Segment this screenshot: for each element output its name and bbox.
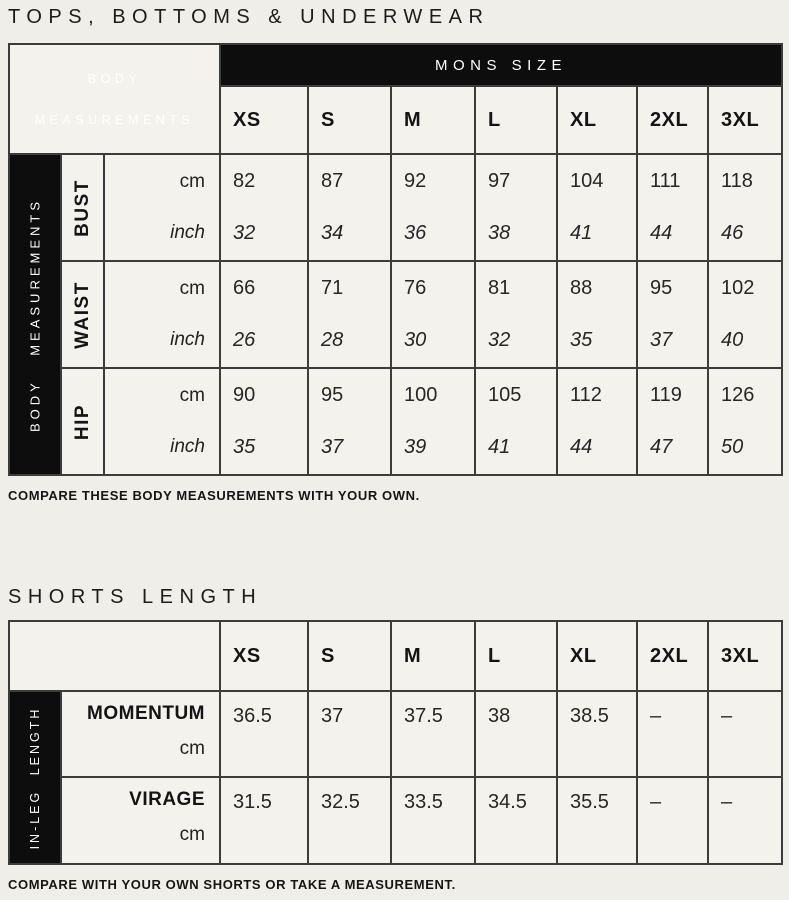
shorts-section-title: SHORTS LENGTH xyxy=(8,586,263,608)
value-cell: 66 26 xyxy=(219,260,309,369)
value-cell: 38.5 xyxy=(556,690,638,778)
value-cell: 100 39 xyxy=(390,367,476,476)
size-col-header-l: L xyxy=(474,85,558,155)
value-cell: 97 38 xyxy=(474,153,558,262)
hip-label-cell: HIP xyxy=(60,367,105,476)
value-cell: – xyxy=(636,690,709,778)
value-cell: 31.5 xyxy=(219,776,309,865)
value-cell: 119 47 xyxy=(636,367,709,476)
virage-row: VIRAGE cm 31.5 32.5 33.5 34.5 35.5 – – xyxy=(9,776,783,865)
size-col-header-s: S xyxy=(307,620,392,692)
virage-label-cell: VIRAGE cm xyxy=(60,776,221,865)
size-col-header-3xl: 3XL xyxy=(706,85,784,155)
value-cell: 33.5 xyxy=(390,776,476,865)
corner-label-line1: BODY xyxy=(87,71,142,86)
value-cell: 102 40 xyxy=(706,260,784,369)
unit-cm: cm xyxy=(179,277,205,299)
value-cell: 38 xyxy=(474,690,558,778)
size-col-header-s: S xyxy=(307,85,392,155)
value-cell: 37.5 xyxy=(390,690,476,778)
units-cell: cm inch xyxy=(103,153,221,262)
momentum-label-cell: MOMENTUM cm xyxy=(60,690,221,778)
waist-label-cell: WAIST xyxy=(60,260,105,369)
body-measurements-side-label: BODY MEASUREMENTS xyxy=(27,197,43,432)
value-cell: 111 44 xyxy=(636,153,709,262)
value-cell: 37 xyxy=(307,690,392,778)
in-leg-length-side-label: IN-LEG LENGTH xyxy=(28,706,42,849)
size-col-header-m: M xyxy=(390,85,476,155)
tops-footnote: COMPARE THESE BODY MEASUREMENTS WITH YOU… xyxy=(8,488,420,503)
value-cell: – xyxy=(636,776,709,865)
in-leg-length-side-bar: IN-LEG LENGTH xyxy=(8,690,62,865)
hip-row: HIP cm inch 90 35 95 37 100 39 105 41 xyxy=(9,367,784,476)
shorts-corner-cell xyxy=(8,620,221,692)
shorts-length-table: XS S M L XL 2XL 3XL IN-LEG LENGTH MOMENT… xyxy=(8,620,783,865)
unit-inch: inch xyxy=(170,222,205,244)
value-cell: 112 44 xyxy=(556,367,638,476)
unit-inch: inch xyxy=(170,329,205,351)
size-col-header-xs: XS xyxy=(219,620,309,692)
corner-header-cell: BODY MEASUREMENTS xyxy=(8,43,221,155)
value-cell: 81 32 xyxy=(474,260,558,369)
mons-size-header: MONS SIZE xyxy=(218,43,784,87)
value-cell: 105 41 xyxy=(474,367,558,476)
value-cell: 90 35 xyxy=(219,367,309,476)
size-col-header-3xl: 3XL xyxy=(707,620,783,692)
bust-row: BODY MEASUREMENTS BUST cm inch 82 32 87 … xyxy=(8,153,784,476)
value-cell: 126 50 xyxy=(706,367,784,476)
corner-label-line2: MEASUREMENTS xyxy=(34,112,195,127)
units-cell: cm inch xyxy=(103,260,221,369)
value-cell: 34.5 xyxy=(474,776,558,865)
unit-cm: cm xyxy=(179,384,205,406)
value-cell: 95 37 xyxy=(307,367,392,476)
size-col-header-m: M xyxy=(390,620,476,692)
size-col-header-xl: XL xyxy=(556,85,638,155)
value-cell: 92 36 xyxy=(390,153,476,262)
shorts-footnote: COMPARE WITH YOUR OWN SHORTS OR TAKE A M… xyxy=(8,877,456,892)
value-cell: 95 37 xyxy=(636,260,709,369)
value-cell: – xyxy=(707,776,783,865)
value-cell: 82 32 xyxy=(219,153,309,262)
value-cell: 88 35 xyxy=(556,260,638,369)
size-col-header-xl: XL xyxy=(556,620,638,692)
value-cell: 71 28 xyxy=(307,260,392,369)
value-cell: 76 30 xyxy=(390,260,476,369)
value-cell: 87 34 xyxy=(307,153,392,262)
value-cell: 32.5 xyxy=(307,776,392,865)
units-cell: cm inch xyxy=(103,367,221,476)
value-cell: 118 46 xyxy=(706,153,784,262)
size-col-header-2xl: 2XL xyxy=(636,620,709,692)
momentum-row: IN-LEG LENGTH MOMENTUM cm 36.5 37 37.5 3… xyxy=(8,690,783,865)
value-cell: – xyxy=(707,690,783,778)
bust-label-cell: BUST xyxy=(60,153,105,262)
unit-inch: inch xyxy=(170,436,205,458)
value-cell: 104 41 xyxy=(556,153,638,262)
size-col-header-l: L xyxy=(474,620,558,692)
waist-row: WAIST cm inch 66 26 71 28 76 30 81 32 xyxy=(9,260,784,369)
tops-section-title: TOPS, BOTTOMS & UNDERWEAR xyxy=(8,6,490,28)
value-cell: 36.5 xyxy=(219,690,309,778)
body-measurements-table: BODY MEASUREMENTS MONS SIZE XS S M L XL … xyxy=(8,43,784,476)
value-cell: 35.5 xyxy=(556,776,638,865)
unit-cm: cm xyxy=(179,170,205,192)
size-col-header-2xl: 2XL xyxy=(636,85,709,155)
body-measurements-side-bar: BODY MEASUREMENTS xyxy=(8,153,62,476)
size-col-header-xs: XS xyxy=(219,85,309,155)
